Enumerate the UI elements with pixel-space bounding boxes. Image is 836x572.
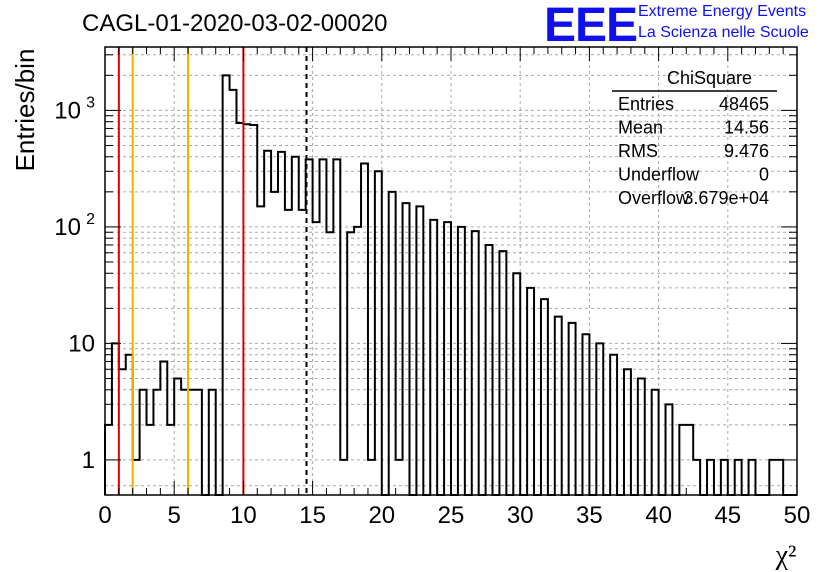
chart-title: CAGL-01-2020-03-02-00020	[82, 10, 388, 37]
stats-value: 48465	[719, 94, 769, 114]
y-tick-exponent: 3	[86, 94, 95, 111]
x-tick-label: 10	[230, 502, 257, 529]
histogram-bin	[347, 232, 354, 495]
histogram-bin	[257, 206, 264, 495]
stats-label: Underflow	[618, 165, 700, 185]
histogram-bin	[313, 222, 320, 495]
histogram-bin	[513, 273, 520, 495]
histogram-bin	[160, 361, 167, 495]
x-tick-label: 35	[576, 502, 603, 529]
histogram-outline	[104, 74, 797, 496]
histogram	[104, 74, 797, 496]
x-tick-label: 25	[438, 502, 465, 529]
histogram-bin	[721, 460, 728, 495]
histogram-bin	[181, 390, 188, 495]
grid	[104, 47, 798, 495]
histogram-bin	[361, 164, 368, 495]
x-tick-label: 40	[645, 502, 672, 529]
histogram-bin	[527, 288, 534, 495]
histogram-bin	[278, 152, 285, 495]
histogram-bin	[652, 390, 659, 495]
x-tick-label: 50	[784, 502, 811, 529]
histogram-bin	[582, 334, 589, 495]
histogram-bin	[236, 123, 243, 495]
stats-label: Entries	[618, 94, 674, 114]
histogram-bin	[458, 227, 465, 495]
histogram-bin	[596, 343, 603, 495]
histogram-bin	[396, 460, 403, 495]
histogram-bin	[133, 460, 140, 495]
histogram-bin	[368, 460, 375, 495]
histogram-bin	[430, 220, 437, 495]
x-axis-label: χ²	[775, 540, 797, 571]
histogram-bin	[769, 460, 776, 495]
stats-value: 9.476	[724, 141, 769, 161]
histogram-bin	[776, 460, 783, 495]
stats-value: 14.56	[724, 118, 769, 138]
histogram-bin	[188, 390, 195, 495]
histogram-bin	[230, 90, 237, 495]
logo-line-1: Extreme Energy Events	[638, 3, 807, 20]
histogram-bin	[209, 390, 216, 495]
tick-labels: 0 5 10 15 20 25 30 35 40 45 50 1 10 10 2 10 3	[54, 94, 810, 529]
histogram-bin	[375, 171, 382, 495]
logo-line-2: La Scienza nelle Scuole	[638, 24, 809, 41]
histogram-bin	[292, 157, 299, 495]
histogram-bin	[749, 460, 756, 495]
histogram-bin	[320, 159, 327, 495]
histogram-bin	[250, 125, 257, 495]
histogram-bin	[340, 460, 347, 495]
histogram-bin	[119, 369, 126, 495]
x-tick-label: 5	[168, 502, 181, 529]
axis-ticks	[104, 47, 798, 495]
histogram-bin	[243, 124, 250, 495]
histogram-bin	[140, 390, 147, 495]
x-tick-label: 30	[507, 502, 534, 529]
histogram-bin	[264, 151, 271, 495]
histogram-bin	[354, 227, 361, 495]
histogram-bin	[486, 245, 493, 495]
x-tick-label: 45	[714, 502, 741, 529]
histogram-bin	[333, 159, 340, 495]
histogram-bin	[472, 231, 479, 495]
histogram-bin	[693, 460, 700, 495]
y-tick-label: 10	[54, 97, 81, 124]
y-axis-label: Entries/bin	[10, 49, 40, 172]
eee-logo: EEE	[544, 0, 638, 52]
histogram-bin	[666, 404, 673, 495]
histogram-bin	[707, 460, 714, 495]
x-tick-label: 20	[368, 502, 395, 529]
histogram-bin	[444, 222, 451, 495]
stats-value: 0	[759, 165, 769, 185]
y-tick-label: 1	[82, 447, 95, 474]
histogram-bin	[112, 343, 119, 495]
histogram-bin	[416, 206, 423, 495]
y-tick-exponent: 2	[86, 211, 95, 228]
y-tick-label: 10	[54, 214, 81, 241]
x-tick-label: 0	[98, 502, 111, 529]
stats-value: 3.679e+04	[683, 188, 769, 208]
stats-box: ChiSquare Entries 48465 Mean 14.56 RMS 9.476 Un…	[612, 68, 777, 208]
stats-label: Overflow	[618, 188, 690, 208]
histogram-bin	[624, 369, 631, 495]
y-tick-label: 10	[68, 330, 95, 357]
histogram-bin	[541, 299, 548, 495]
histogram-bin	[326, 232, 333, 495]
histogram-bin	[195, 390, 202, 495]
histogram-bin	[174, 378, 181, 495]
stats-label: Mean	[618, 118, 663, 138]
histogram-bin	[638, 378, 645, 495]
histogram-bin	[153, 390, 160, 495]
marker-lines	[117, 47, 308, 495]
stats-title: ChiSquare	[667, 68, 752, 88]
histogram-bin	[735, 460, 742, 495]
stats-label: RMS	[618, 141, 658, 161]
histogram-bin	[223, 75, 230, 495]
x-tick-label: 15	[299, 502, 326, 529]
